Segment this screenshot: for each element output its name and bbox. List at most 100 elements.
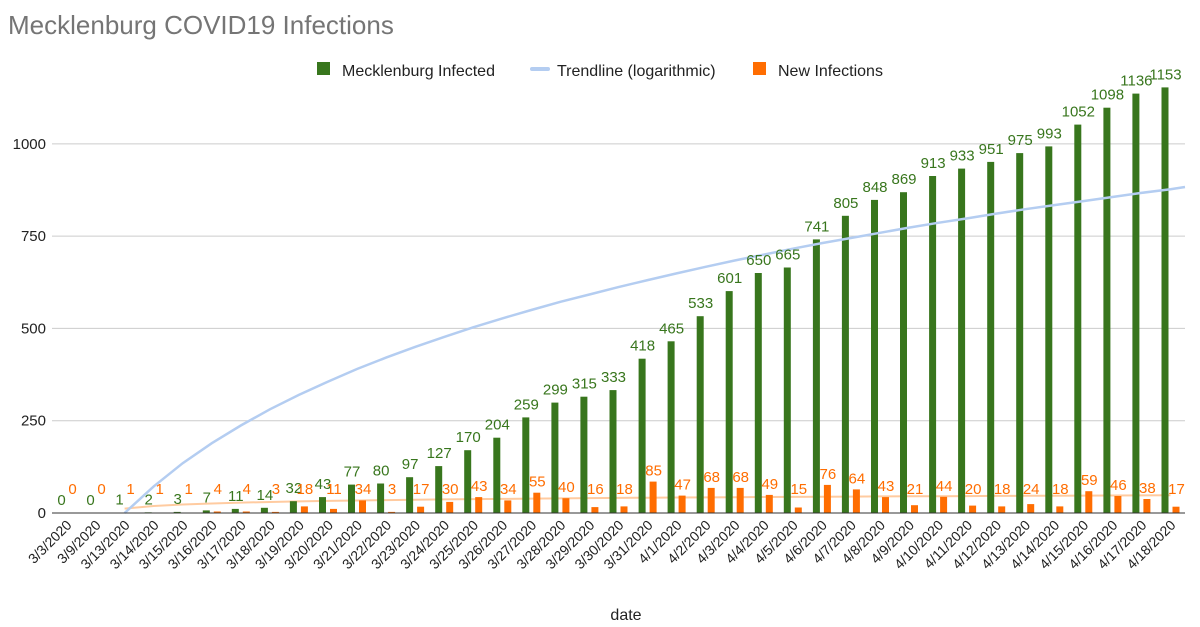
data-label-new-infections: 20 — [965, 481, 982, 498]
bar-infected — [1161, 87, 1169, 514]
bar-new-infections — [533, 492, 541, 513]
data-label-infected: 77 — [344, 464, 361, 481]
legend-label-new: New Infections — [778, 63, 883, 80]
bar-infected — [202, 510, 210, 513]
data-label-new-infections: 18 — [1052, 481, 1069, 498]
bar-infected — [435, 466, 443, 513]
y-tick-label: 1000 — [13, 136, 46, 153]
data-label-infected: 1052 — [1062, 104, 1095, 121]
bar-infected — [493, 437, 501, 513]
new-infections-trend — [124, 494, 1171, 510]
data-label-new-infections: 15 — [790, 481, 807, 498]
data-label-new-infections: 76 — [820, 466, 837, 483]
bar-new-infections — [620, 506, 628, 513]
data-label-infected: 665 — [775, 247, 800, 264]
bar-new-infections — [504, 500, 512, 513]
data-label-infected: 1136 — [1120, 73, 1152, 90]
bar-infected — [783, 267, 791, 513]
data-label-new-infections: 1 — [156, 481, 164, 498]
data-label-infected: 805 — [833, 195, 858, 212]
bar-infected — [260, 507, 268, 513]
data-label-new-infections: 40 — [558, 479, 575, 496]
bar-infected — [609, 390, 617, 513]
bar-new-infections — [1056, 506, 1064, 513]
data-label-infected: 3 — [174, 491, 182, 508]
data-label-new-infections: 18 — [994, 481, 1011, 498]
bar-new-infections — [794, 507, 802, 513]
data-label-new-infections: 18 — [616, 481, 633, 498]
bar-new-infections — [823, 484, 831, 513]
bar-infected — [1132, 93, 1140, 513]
data-label-infected: 1 — [115, 492, 123, 509]
bar-new-infections — [649, 481, 657, 513]
data-label-new-infections: 43 — [878, 478, 895, 495]
bar-new-infections — [562, 498, 570, 513]
bar-infected — [522, 417, 530, 513]
data-label-infected: 1098 — [1091, 87, 1124, 104]
bar-new-infections — [940, 496, 948, 513]
data-label-new-infections: 34 — [355, 481, 372, 498]
data-label-infected: 127 — [427, 445, 452, 462]
data-label-infected: 869 — [891, 171, 916, 188]
data-label-infected: 2 — [145, 491, 153, 508]
bar-infected — [348, 484, 355, 513]
bar-new-infections — [882, 497, 889, 513]
data-label-infected: 11 — [228, 488, 244, 505]
y-tick-label: 500 — [21, 320, 46, 337]
data-label-new-infections: 0 — [97, 481, 105, 498]
bar-infected — [1016, 153, 1024, 513]
bar-infected — [812, 239, 820, 513]
data-label-infected: 1153 — [1149, 66, 1181, 83]
bar-infected — [580, 396, 588, 513]
bar-new-infections — [242, 511, 250, 513]
data-label-new-infections: 85 — [645, 463, 662, 480]
data-label-new-infections: 34 — [500, 481, 517, 498]
bar-infected — [289, 501, 297, 513]
data-label-new-infections: 17 — [413, 481, 430, 498]
bar-new-infections — [213, 511, 221, 513]
bar-new-infections — [969, 505, 977, 513]
data-label-new-infections: 18 — [297, 481, 314, 498]
data-label-infected: 259 — [514, 396, 539, 413]
data-label-new-infections: 47 — [674, 477, 691, 494]
legend-swatch-infected — [317, 62, 330, 75]
data-label-new-infections: 55 — [529, 474, 546, 491]
data-label-new-infections: 17 — [1168, 481, 1185, 498]
data-label-new-infections: 11 — [326, 481, 342, 498]
data-label-new-infections: 1 — [126, 481, 134, 498]
data-label-infected: 913 — [921, 155, 946, 172]
data-label-infected: 32 — [286, 480, 303, 497]
bar-new-infections — [765, 494, 773, 513]
bar-infected — [929, 176, 937, 513]
legend: Mecklenburg Infected Trendline (logarith… — [317, 62, 883, 80]
data-label-new-infections: 4 — [214, 481, 222, 498]
legend-swatch-new — [753, 62, 766, 75]
data-label-new-infections: 3 — [388, 481, 396, 498]
data-label-infected: 204 — [485, 417, 510, 434]
bar-infected — [638, 358, 646, 513]
bar-new-infections — [446, 501, 454, 513]
infected-bars — [115, 87, 1169, 514]
data-label-infected: 975 — [1008, 132, 1033, 149]
data-label-infected: 0 — [57, 492, 65, 509]
y-tick-label: 0 — [38, 505, 46, 522]
data-label-new-infections: 46 — [1110, 477, 1127, 494]
new-infection-bars — [126, 481, 1180, 513]
bar-infected — [464, 450, 472, 513]
bar-infected — [987, 161, 995, 513]
bar-new-infections — [475, 497, 483, 513]
x-axis-label: date — [610, 607, 641, 624]
bar-new-infections — [417, 506, 425, 513]
data-label-infected: 741 — [804, 218, 829, 235]
bar-new-infections — [1143, 499, 1151, 513]
data-label-new-infections: 68 — [703, 469, 720, 486]
data-label-infected: 993 — [1037, 125, 1062, 142]
chart-title: Mecklenburg COVID19 Infections — [8, 10, 394, 40]
bar-new-infections — [998, 506, 1006, 513]
data-label-new-infections: 38 — [1139, 480, 1156, 497]
legend-swatch-trend — [530, 67, 550, 71]
data-label-new-infections: 49 — [761, 476, 778, 493]
y-tick-label: 250 — [21, 413, 46, 430]
data-label-new-infections: 4 — [243, 481, 251, 498]
